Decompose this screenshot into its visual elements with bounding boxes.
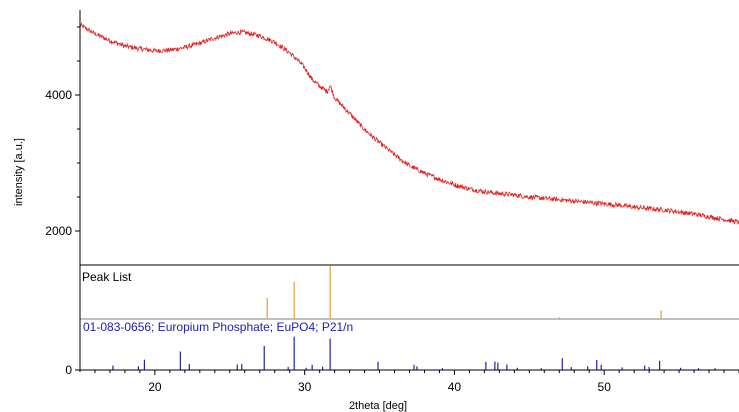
- pattern-line: [79, 22, 739, 225]
- x-tick-label: 50: [598, 380, 612, 394]
- y-tick-label: 4000: [45, 88, 72, 102]
- peak-list-panel: [80, 266, 739, 320]
- reference-card-label: 01-083-0656; Europium Phosphate; EuPO4; …: [83, 320, 353, 334]
- axes: 20 30 40 50 2000 4000 0: [45, 10, 739, 394]
- y-zero-tick-label: 0: [65, 363, 72, 377]
- y-axis-label: intensity [a.u.]: [13, 138, 25, 206]
- x-axis-label: 2theta [deg]: [349, 400, 407, 412]
- reference-panel: [112, 336, 716, 370]
- main-plot-area: [79, 22, 739, 225]
- peak-list-label: Peak List: [82, 270, 132, 284]
- y-tick-label: 2000: [45, 224, 72, 238]
- x-tick-label: 20: [148, 380, 162, 394]
- x-tick-label: 30: [298, 380, 312, 394]
- x-tick-label: 40: [448, 380, 462, 394]
